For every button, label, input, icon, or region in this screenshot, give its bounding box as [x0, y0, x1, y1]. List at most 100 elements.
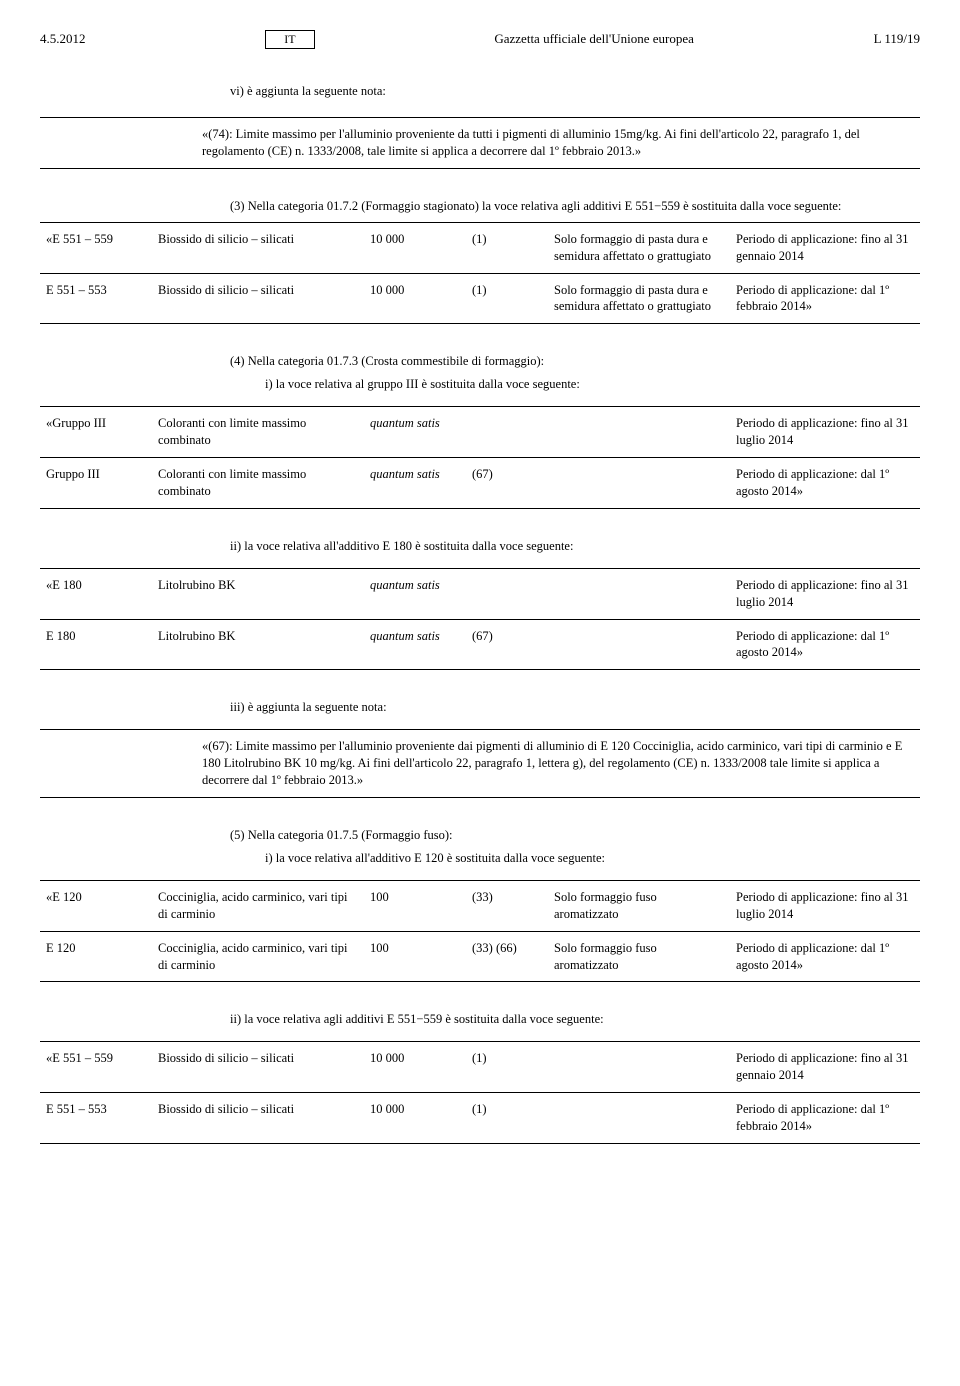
cell: Solo formaggio di pasta dura e semidura … [548, 222, 730, 273]
table-01-7-3-ii: «E 180Litolrubino BKquantum satis Periodo… [40, 568, 920, 671]
table-row: «E 551 – 559Biossido di silicio – silica… [40, 1042, 920, 1093]
cell: (67) [466, 619, 548, 670]
cell: Periodo di applicazione: dal 1º agosto 2… [730, 458, 920, 509]
table-row: «(67): Limite massimo per l'alluminio pr… [40, 730, 920, 798]
cell: (33) [466, 880, 548, 931]
cell-empty [40, 118, 82, 169]
cell: «E 551 – 559 [40, 1042, 152, 1093]
cell [466, 568, 548, 619]
cell: 100 [364, 931, 466, 982]
cell: (1) [466, 222, 548, 273]
cell: (1) [466, 1042, 548, 1093]
lang-code: IT [265, 30, 314, 49]
cat-01-7-2-label: (3) Nella categoria 01.7.2 (Formaggio st… [230, 199, 920, 214]
cell: (1) [466, 273, 548, 324]
cell: 10 000 [364, 273, 466, 324]
cell: Litolrubino BK [152, 568, 364, 619]
page-ref: L 119/19 [874, 31, 920, 47]
cell-empty [40, 730, 82, 798]
cell: «E 551 – 559 [40, 222, 152, 273]
table-01-7-3-i: «Gruppo IIIColoranti con limite massimo … [40, 406, 920, 509]
cell: (1) [466, 1093, 548, 1144]
table-row: E 120Cocciniglia, acido carminico, vari … [40, 931, 920, 982]
sub-iii-label: iii) è aggiunta la seguente nota: [230, 700, 920, 715]
cell: Solo formaggio fuso aromatizzato [548, 931, 730, 982]
cell-empty [82, 118, 124, 169]
table-row: «E 180Litolrubino BKquantum satisPeriodo… [40, 568, 920, 619]
cell [548, 1042, 730, 1093]
sub-i-label: i) la voce relativa all'additivo E 120 è… [265, 851, 920, 866]
table-row: E 551 – 553Biossido di silicio – silicat… [40, 1093, 920, 1144]
cell: E 120 [40, 931, 152, 982]
cell: quantum satis [364, 458, 466, 509]
cell: Cocciniglia, acido carminico, vari tipi … [152, 931, 364, 982]
table-row: «E 551 – 559Biossido di silicio – silica… [40, 222, 920, 273]
cell [548, 1093, 730, 1144]
cell: 10 000 [364, 1042, 466, 1093]
cell: E 551 – 553 [40, 1093, 152, 1144]
cell: «Gruppo III [40, 407, 152, 458]
cell: Periodo di applicazione: fino al 31 genn… [730, 222, 920, 273]
cell: Cocciniglia, acido carminico, vari tipi … [152, 880, 364, 931]
cell: «E 180 [40, 568, 152, 619]
sub-i-label: i) la voce relativa al gruppo III è sost… [265, 377, 920, 392]
note-iii-table: «(67): Limite massimo per l'alluminio pr… [40, 729, 920, 798]
cell-empty [82, 730, 124, 798]
cell-empty [124, 118, 196, 169]
cell [548, 458, 730, 509]
cell: Periodo di applicazione: dal 1º agosto 2… [730, 619, 920, 670]
note-vi-table: «(74): Limite massimo per l'alluminio pr… [40, 117, 920, 169]
table-01-7-5-ii: «E 551 – 559Biossido di silicio – silica… [40, 1041, 920, 1144]
cell: 10 000 [364, 1093, 466, 1144]
cell: Biossido di silicio – silicati [152, 1093, 364, 1144]
table-row: E 180Litolrubino BKquantum satis(67) Peri… [40, 619, 920, 670]
cell: Periodo di applicazione: fino al 31 lugl… [730, 568, 920, 619]
cell: Biossido di silicio – silicati [152, 222, 364, 273]
sub-ii-label: ii) la voce relativa all'additivo E 180 … [230, 539, 920, 554]
cell [548, 407, 730, 458]
cell: Solo formaggio fuso aromatizzato [548, 880, 730, 931]
cell: Biossido di silicio – silicati [152, 273, 364, 324]
cell: Periodo di applicazione: dal 1º agosto 2… [730, 931, 920, 982]
note-text: «(74): Limite massimo per l'alluminio pr… [196, 118, 920, 169]
header-date: 4.5.2012 [40, 31, 86, 47]
cell-empty [124, 730, 196, 798]
cell: quantum satis [364, 619, 466, 670]
cell: Gruppo III [40, 458, 152, 509]
cell: (67) [466, 458, 548, 509]
cell [466, 407, 548, 458]
table-row: «Gruppo IIIColoranti con limite massimo … [40, 407, 920, 458]
journal-title: Gazzetta ufficiale dell'Unione europea [494, 31, 694, 47]
table-row: E 551 – 553Biossido di silicio – silicat… [40, 273, 920, 324]
cell [548, 568, 730, 619]
table-01-7-5-i: «E 120Cocciniglia, acido carminico, vari… [40, 880, 920, 983]
cell: Periodo di applicazione: fino al 31 lugl… [730, 880, 920, 931]
table-row: «(74): Limite massimo per l'alluminio pr… [40, 118, 920, 169]
cell: 10 000 [364, 222, 466, 273]
note-vi-label: vi) è aggiunta la seguente nota: [230, 84, 920, 99]
cell: E 551 – 553 [40, 273, 152, 324]
cell: Periodo di applicazione: dal 1º febbraio… [730, 273, 920, 324]
sub-ii-label: ii) la voce relativa agli additivi E 551… [230, 1012, 920, 1027]
cell: Litolrubino BK [152, 619, 364, 670]
cat-01-7-3-label: (4) Nella categoria 01.7.3 (Crosta comme… [230, 354, 920, 369]
cell [548, 619, 730, 670]
table-01-7-2: «E 551 – 559Biossido di silicio – silica… [40, 222, 920, 325]
table-row: Gruppo IIIColoranti con limite massimo c… [40, 458, 920, 509]
table-row: «E 120Cocciniglia, acido carminico, vari… [40, 880, 920, 931]
cell: Biossido di silicio – silicati [152, 1042, 364, 1093]
cell: (33) (66) [466, 931, 548, 982]
cell: Periodo di applicazione: fino al 31 genn… [730, 1042, 920, 1093]
cell: Coloranti con limite massimo combinato [152, 407, 364, 458]
cell: «E 120 [40, 880, 152, 931]
cell: quantum satis [364, 407, 466, 458]
note-text: «(67): Limite massimo per l'alluminio pr… [196, 730, 920, 798]
cell: Periodo di applicazione: fino al 31 lugl… [730, 407, 920, 458]
cell: E 180 [40, 619, 152, 670]
cell: Periodo di applicazione: dal 1º febbraio… [730, 1093, 920, 1144]
cell: 100 [364, 880, 466, 931]
page-header: 4.5.2012 IT Gazzetta ufficiale dell'Unio… [40, 30, 920, 49]
cell: Coloranti con limite massimo combinato [152, 458, 364, 509]
cell: Solo formaggio di pasta dura e semidura … [548, 273, 730, 324]
cat-01-7-5-label: (5) Nella categoria 01.7.5 (Formaggio fu… [230, 828, 920, 843]
